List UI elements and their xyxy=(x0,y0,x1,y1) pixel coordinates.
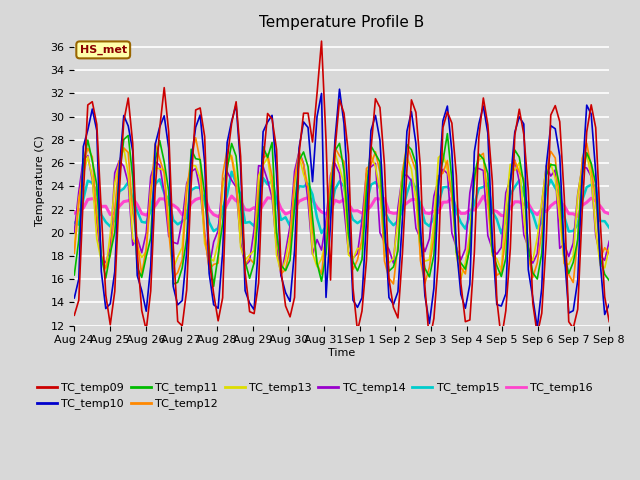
TC_temp15 xyxy=(183,215,191,221)
Line: TC_temp12: TC_temp12 xyxy=(74,138,609,284)
Line: TC_temp11: TC_temp11 xyxy=(74,133,609,286)
TC_temp13 xyxy=(444,167,451,173)
TC_temp14 xyxy=(183,180,191,186)
TC_temp16 xyxy=(596,204,604,209)
TC_temp11 xyxy=(372,151,380,157)
TC_temp11 xyxy=(219,220,227,226)
TC_temp09 xyxy=(605,319,613,324)
TC_temp10 xyxy=(497,303,505,309)
TC_temp13 xyxy=(596,263,604,268)
Line: TC_temp09: TC_temp09 xyxy=(74,41,609,342)
TC_temp09 xyxy=(596,218,604,224)
Title: Temperature Profile B: Temperature Profile B xyxy=(259,15,424,30)
TC_temp10 xyxy=(533,325,541,331)
TC_temp11 xyxy=(596,255,604,261)
TC_temp10 xyxy=(372,113,380,119)
Line: TC_temp15: TC_temp15 xyxy=(74,172,609,233)
TC_temp16 xyxy=(214,214,222,219)
TC_temp13 xyxy=(457,276,465,281)
TC_temp10 xyxy=(596,259,604,265)
TC_temp16 xyxy=(502,213,509,219)
TC_temp11 xyxy=(70,272,78,278)
TC_temp09 xyxy=(183,287,191,293)
TC_temp10 xyxy=(214,305,222,311)
TC_temp14 xyxy=(448,230,456,236)
TC_temp09 xyxy=(502,308,509,313)
TC_temp16 xyxy=(219,210,227,216)
TC_temp14 xyxy=(596,252,604,258)
Legend: TC_temp09, TC_temp10, TC_temp11, TC_temp12, TC_temp13, TC_temp14, TC_temp15, TC_: TC_temp09, TC_temp10, TC_temp11, TC_temp… xyxy=(33,378,598,414)
TC_temp13 xyxy=(70,246,78,252)
TC_temp11 xyxy=(502,255,509,261)
Line: TC_temp16: TC_temp16 xyxy=(74,196,609,216)
TC_temp12 xyxy=(502,233,509,239)
TC_temp15 xyxy=(444,184,451,190)
TC_temp15 xyxy=(502,217,509,223)
TC_temp13 xyxy=(372,163,380,169)
TC_temp14 xyxy=(502,190,509,196)
TC_temp16 xyxy=(605,211,613,216)
TC_temp09 xyxy=(70,312,78,318)
TC_temp16 xyxy=(70,210,78,216)
TC_temp13 xyxy=(188,163,195,168)
TC_temp10 xyxy=(183,249,191,255)
TC_temp14 xyxy=(376,230,384,236)
TC_temp11 xyxy=(605,277,613,283)
TC_temp15 xyxy=(214,225,222,231)
TC_temp14 xyxy=(214,228,222,233)
TC_temp13 xyxy=(502,205,509,211)
TC_temp15 xyxy=(228,169,236,175)
TC_temp14 xyxy=(295,149,303,155)
TC_temp12 xyxy=(372,149,380,155)
TC_temp09 xyxy=(317,38,325,44)
TC_temp09 xyxy=(426,339,433,345)
TC_temp15 xyxy=(605,225,613,230)
TC_temp14 xyxy=(605,239,613,244)
TC_temp15 xyxy=(372,179,380,185)
TC_temp12 xyxy=(183,189,191,195)
Line: TC_temp13: TC_temp13 xyxy=(74,148,609,278)
TC_temp10 xyxy=(335,86,343,92)
TC_temp16 xyxy=(183,209,191,215)
TC_temp09 xyxy=(448,120,456,126)
TC_temp09 xyxy=(372,96,380,102)
TC_temp14 xyxy=(70,229,78,235)
TC_temp12 xyxy=(448,195,456,201)
TC_temp10 xyxy=(70,295,78,301)
TC_temp11 xyxy=(448,177,456,182)
TC_temp14 xyxy=(277,273,285,279)
TC_temp13 xyxy=(120,145,127,151)
TC_temp12 xyxy=(390,281,397,287)
TC_temp12 xyxy=(605,251,613,257)
TC_temp15 xyxy=(70,220,78,226)
TC_temp15 xyxy=(497,230,505,236)
X-axis label: Time: Time xyxy=(328,348,355,358)
TC_temp16 xyxy=(228,193,236,199)
TC_temp15 xyxy=(596,218,604,224)
TC_temp10 xyxy=(444,103,451,109)
TC_temp13 xyxy=(605,245,613,251)
TC_temp09 xyxy=(214,318,222,324)
Line: TC_temp10: TC_temp10 xyxy=(74,89,609,328)
TC_temp12 xyxy=(596,255,604,261)
TC_temp16 xyxy=(448,195,456,201)
TC_temp12 xyxy=(219,172,227,178)
TC_temp11 xyxy=(444,131,451,136)
TC_temp10 xyxy=(605,301,613,307)
TC_temp13 xyxy=(219,185,227,191)
Y-axis label: Temperature (C): Temperature (C) xyxy=(35,135,45,226)
TC_temp12 xyxy=(70,251,78,256)
TC_temp11 xyxy=(210,283,218,289)
Text: HS_met: HS_met xyxy=(79,45,127,55)
Line: TC_temp14: TC_temp14 xyxy=(74,152,609,276)
TC_temp16 xyxy=(376,196,384,202)
TC_temp12 xyxy=(192,135,200,141)
TC_temp11 xyxy=(183,236,191,241)
